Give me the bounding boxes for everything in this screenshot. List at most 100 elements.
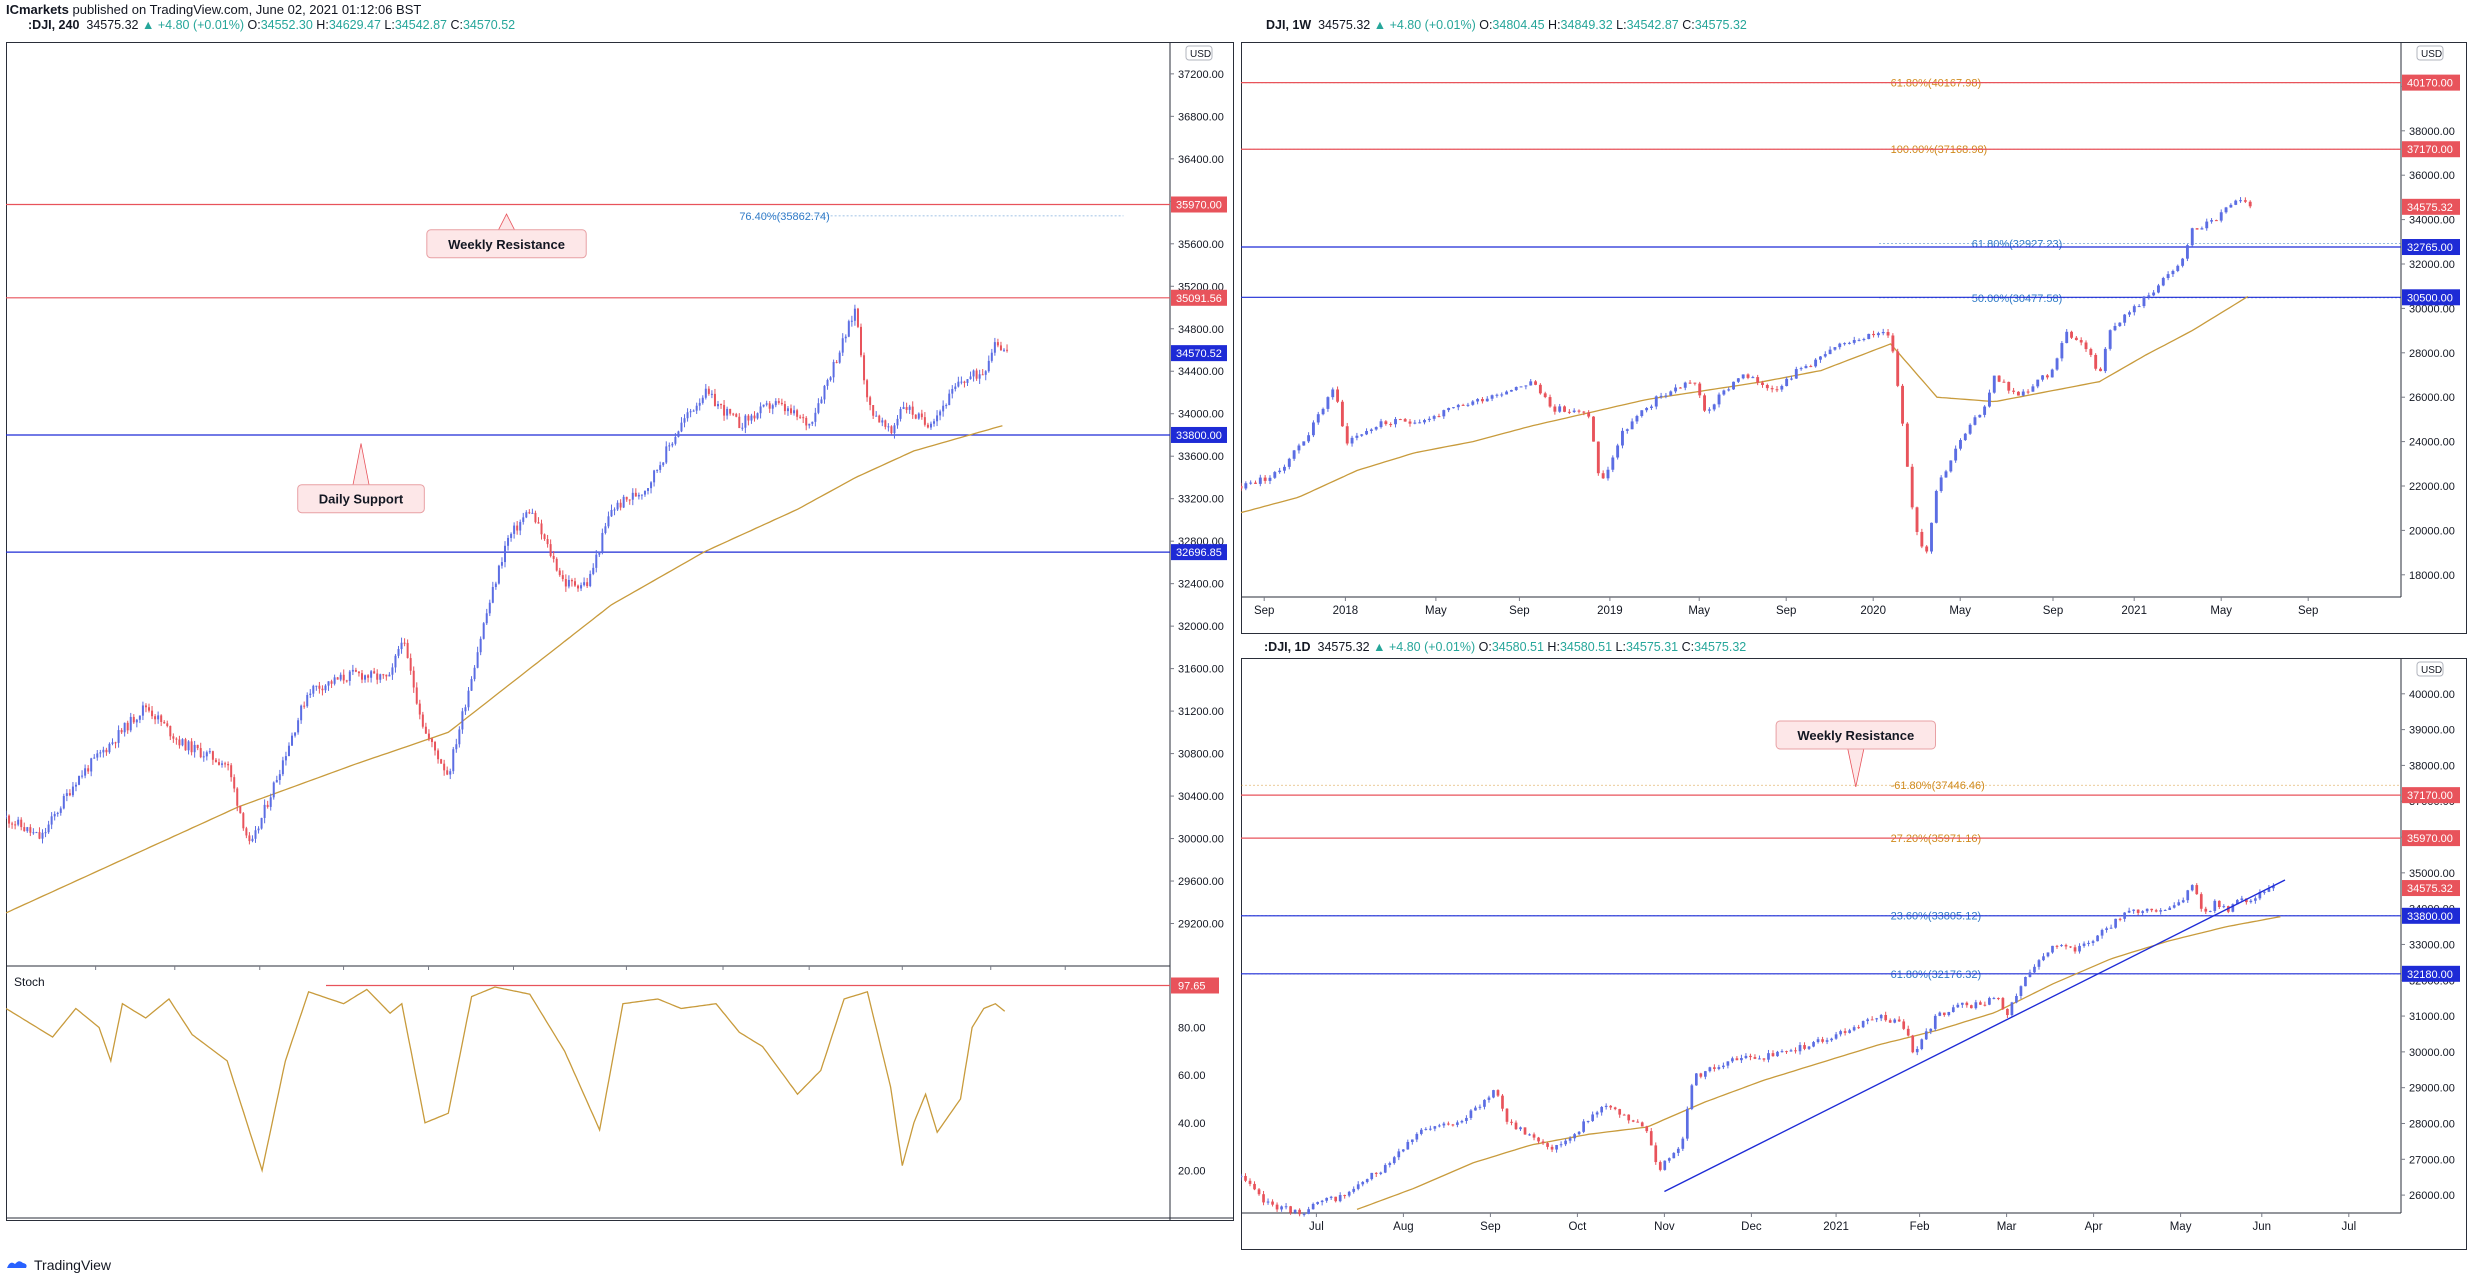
trendline bbox=[1664, 879, 2286, 1193]
chart-1w-svg[interactable]: 40000.0038000.0036000.0034000.0032000.00… bbox=[1241, 42, 2467, 634]
candle-up bbox=[309, 693, 312, 696]
candle-up bbox=[820, 399, 823, 404]
candle-up bbox=[698, 402, 701, 406]
moving-average-line bbox=[1241, 295, 2249, 514]
candle-up bbox=[1519, 386, 1523, 388]
candle-up bbox=[2036, 379, 2040, 387]
candle-up bbox=[59, 808, 62, 813]
candle-up bbox=[1383, 1165, 1387, 1173]
candle-up bbox=[2159, 910, 2163, 912]
candle-down bbox=[1888, 1020, 1892, 1023]
candle-up bbox=[1524, 385, 1528, 387]
chart-240-svg[interactable]: 37200.0036800.0036400.0036000.0035600.00… bbox=[6, 42, 1234, 1221]
candle-up bbox=[838, 352, 841, 363]
candle-down bbox=[1618, 1109, 1622, 1115]
candle-up bbox=[677, 431, 680, 437]
candle-up bbox=[1717, 394, 1721, 405]
candle-up bbox=[893, 425, 896, 434]
y-tick-label: 38000.00 bbox=[2409, 760, 2455, 772]
candle-down bbox=[577, 585, 580, 589]
candle-down bbox=[1601, 473, 1605, 479]
candle-up bbox=[1852, 339, 1856, 343]
candle-up bbox=[108, 743, 111, 753]
candle-up bbox=[2051, 945, 2054, 953]
last-price-tag bbox=[1171, 345, 1227, 362]
candle-up bbox=[531, 512, 534, 514]
candle-up bbox=[933, 421, 936, 424]
tradingview-logo-icon bbox=[7, 1261, 27, 1268]
y-tick-label: 33600.00 bbox=[1178, 451, 1224, 463]
y-tick-label: 31600.00 bbox=[1178, 664, 1224, 676]
candle-up bbox=[275, 780, 278, 783]
candle-down bbox=[1897, 1019, 1901, 1022]
candle-up bbox=[1419, 1129, 1423, 1134]
candle-up bbox=[1722, 390, 1726, 395]
candle-down bbox=[266, 804, 269, 807]
candle-up bbox=[1370, 1172, 1374, 1180]
y-tick-label: 30000.00 bbox=[1178, 834, 1224, 846]
candle-down bbox=[1298, 1209, 1301, 1215]
candle-up bbox=[2190, 228, 2194, 246]
symbol-label[interactable]: :DJI, 240 bbox=[28, 18, 80, 32]
candle-up bbox=[1881, 332, 1885, 334]
level-price-label: 37170.00 bbox=[2407, 790, 2453, 802]
candle-up bbox=[1956, 1004, 1960, 1008]
candle-down bbox=[2045, 375, 2049, 378]
candle-up bbox=[2037, 960, 2041, 967]
y-tick-label: 31200.00 bbox=[1178, 706, 1224, 718]
candle-down bbox=[126, 722, 129, 731]
symbol-label[interactable]: :DJI, 1D bbox=[1264, 640, 1311, 654]
chart-panel-240[interactable] bbox=[6, 42, 1234, 1221]
candle-down bbox=[2094, 354, 2098, 369]
candle-up bbox=[479, 638, 482, 653]
y-tick-label: 35000.00 bbox=[2409, 868, 2455, 880]
candle-up bbox=[1939, 477, 1943, 491]
candle-down bbox=[1969, 1005, 1973, 1009]
candle-up bbox=[2166, 274, 2170, 279]
candle-up bbox=[1361, 1181, 1365, 1185]
candle-up bbox=[1500, 394, 1504, 396]
candle-down bbox=[105, 749, 108, 753]
candle-up bbox=[786, 408, 789, 412]
candle-up bbox=[695, 405, 698, 411]
candle-up bbox=[1717, 1067, 1721, 1069]
candle-up bbox=[2267, 888, 2271, 892]
level-price-tag bbox=[2402, 74, 2460, 91]
candle-up bbox=[616, 502, 619, 510]
candle-down bbox=[1403, 419, 1407, 422]
candle-up bbox=[2161, 278, 2165, 286]
fib-level-label: 76.40%(35862.74) bbox=[739, 211, 830, 223]
candle-up bbox=[473, 667, 476, 680]
candle-up bbox=[1278, 470, 1282, 473]
candle-up bbox=[1418, 422, 1422, 424]
x-tick-label: Sep bbox=[1480, 1221, 1500, 1233]
candle-down bbox=[1577, 410, 1581, 412]
candle-down bbox=[1541, 1141, 1545, 1144]
candle-up bbox=[1410, 1139, 1414, 1142]
candle-up bbox=[208, 751, 211, 753]
symbol-label[interactable]: DJI, 1W bbox=[1266, 18, 1312, 32]
candle-up bbox=[1283, 466, 1286, 471]
candle-down bbox=[534, 512, 537, 523]
candle-up bbox=[96, 753, 99, 758]
candle-down bbox=[546, 539, 549, 545]
candle-down bbox=[227, 763, 230, 766]
candle-down bbox=[1902, 1021, 1906, 1029]
candle-down bbox=[2150, 908, 2154, 911]
candle-down bbox=[1753, 1057, 1757, 1059]
candle-up bbox=[1816, 1039, 1820, 1043]
chart-1d-svg[interactable]: 40000.0039000.0038000.0037000.0036000.00… bbox=[1241, 658, 2467, 1250]
candle-up bbox=[1794, 369, 1798, 379]
candle-up bbox=[1983, 406, 1987, 415]
candle-down bbox=[926, 424, 929, 428]
candle-up bbox=[2272, 885, 2275, 889]
candle-up bbox=[2240, 898, 2244, 901]
tradingview-footer[interactable]: TradingView bbox=[6, 1257, 111, 1273]
candle-up bbox=[2231, 904, 2235, 912]
candle-up bbox=[1392, 1157, 1396, 1164]
last-price-label: 34575.32 bbox=[2407, 202, 2453, 214]
y-tick-label: 30400.00 bbox=[1178, 791, 1224, 803]
candle-down bbox=[1997, 375, 2001, 382]
candle-up bbox=[939, 411, 942, 416]
candle-up bbox=[2234, 200, 2238, 205]
